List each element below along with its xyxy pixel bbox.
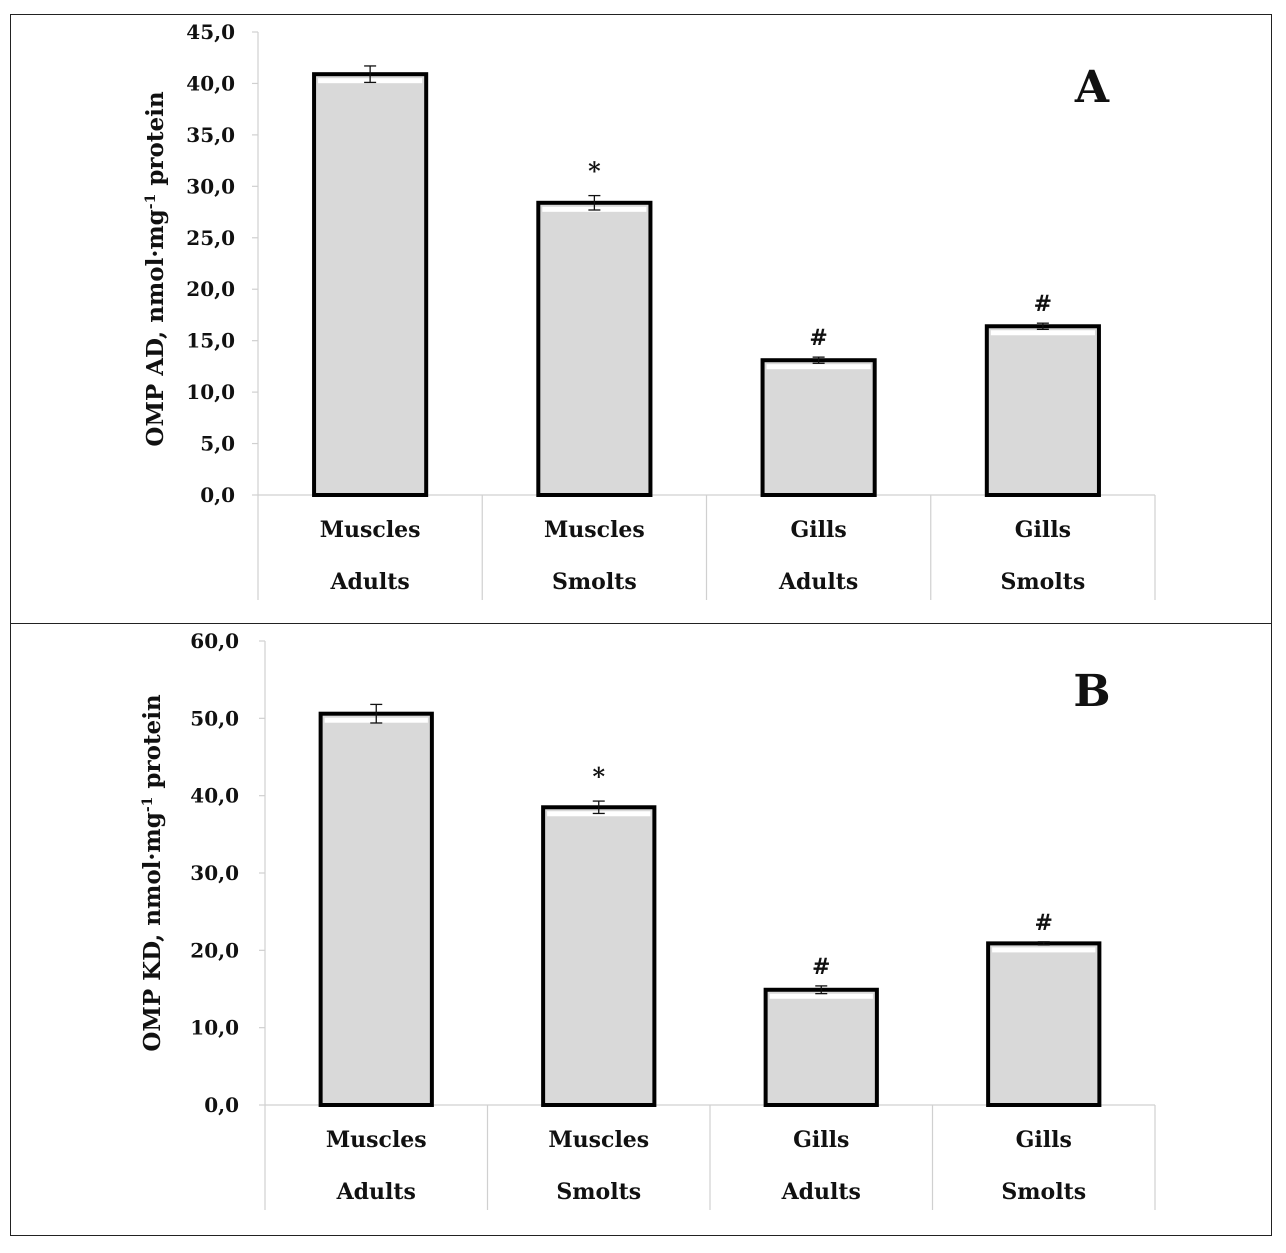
panel-label: A bbox=[1074, 62, 1110, 113]
bar bbox=[986, 941, 1102, 1107]
category-label-group: Smolts bbox=[556, 1179, 641, 1205]
bar bbox=[312, 72, 429, 497]
y-tick-label: 40,0 bbox=[186, 71, 235, 95]
y-tick-label: 0,0 bbox=[200, 483, 235, 507]
panel-divider bbox=[10, 623, 1272, 624]
y-tick-label: 30,0 bbox=[186, 174, 235, 198]
bar-highlight bbox=[990, 330, 1095, 336]
y-tick-label: 30,0 bbox=[190, 861, 239, 885]
significance-mark: # bbox=[809, 325, 827, 351]
y-axis-label: OMP AD, nmol·mg-1 protein bbox=[142, 91, 169, 446]
category-label-tissue: Muscles bbox=[544, 517, 645, 543]
y-tick-label: 50,0 bbox=[190, 706, 239, 730]
category-label-group: Adults bbox=[778, 569, 858, 595]
y-tick-label: 40,0 bbox=[190, 784, 239, 808]
bar bbox=[984, 324, 1101, 497]
category-label-tissue: Gills bbox=[791, 517, 847, 543]
bar bbox=[760, 358, 877, 497]
bar-highlight bbox=[766, 364, 871, 370]
y-axis-label: OMP KD, nmol·mg-1 protein bbox=[139, 694, 166, 1052]
bar bbox=[541, 805, 657, 1107]
bar-highlight bbox=[992, 947, 1096, 953]
category-label-group: Adults bbox=[336, 1179, 416, 1205]
significance-mark: * bbox=[588, 157, 601, 186]
y-tick-label: 45,0 bbox=[186, 20, 235, 44]
y-tick-label: 5,0 bbox=[200, 432, 235, 456]
category-label-group: Adults bbox=[781, 1179, 861, 1205]
bar bbox=[763, 987, 879, 1108]
category-label-tissue: Muscles bbox=[326, 1127, 427, 1153]
significance-mark: * bbox=[592, 762, 605, 791]
figure-frame bbox=[10, 14, 1272, 1236]
significance-mark: # bbox=[1035, 910, 1053, 936]
y-tick-label: 0,0 bbox=[204, 1093, 239, 1117]
bar-highlight bbox=[769, 993, 873, 999]
y-tick-label: 15,0 bbox=[186, 329, 235, 353]
category-label-group: Smolts bbox=[552, 569, 637, 595]
category-label-tissue: Gills bbox=[1016, 1127, 1072, 1153]
y-tick-label: 60,0 bbox=[190, 629, 239, 653]
significance-mark: # bbox=[1034, 291, 1052, 317]
y-tick-label: 10,0 bbox=[190, 1016, 239, 1040]
significance-mark: # bbox=[812, 954, 830, 980]
category-label-tissue: Muscles bbox=[548, 1127, 649, 1153]
bar bbox=[318, 711, 434, 1108]
chart-panel-a: 0,0 5,0 10,0 15,0 20,0 25,0 30,0 35,0 40,0 45,0 Mu… bbox=[142, 20, 1156, 600]
category-label-tissue: Gills bbox=[793, 1127, 849, 1153]
y-tick-label: 10,0 bbox=[186, 380, 235, 404]
y-tick-label: 20,0 bbox=[186, 277, 235, 301]
category-label-group: Smolts bbox=[1001, 1179, 1086, 1205]
category-label-tissue: Gills bbox=[1015, 517, 1071, 543]
category-label-group: Smolts bbox=[1001, 569, 1086, 595]
y-tick-label: 25,0 bbox=[186, 226, 235, 250]
y-tick-label: 20,0 bbox=[190, 938, 239, 962]
chart-panel-b: 0,0 10,0 20,0 30,0 40,0 50,0 60,0 Muscles Adults… bbox=[139, 629, 1156, 1210]
category-label-group: Adults bbox=[329, 569, 409, 595]
category-label-tissue: Muscles bbox=[320, 517, 421, 543]
panel-label: B bbox=[1073, 666, 1110, 717]
bar bbox=[536, 200, 653, 497]
y-tick-label: 35,0 bbox=[186, 123, 235, 147]
